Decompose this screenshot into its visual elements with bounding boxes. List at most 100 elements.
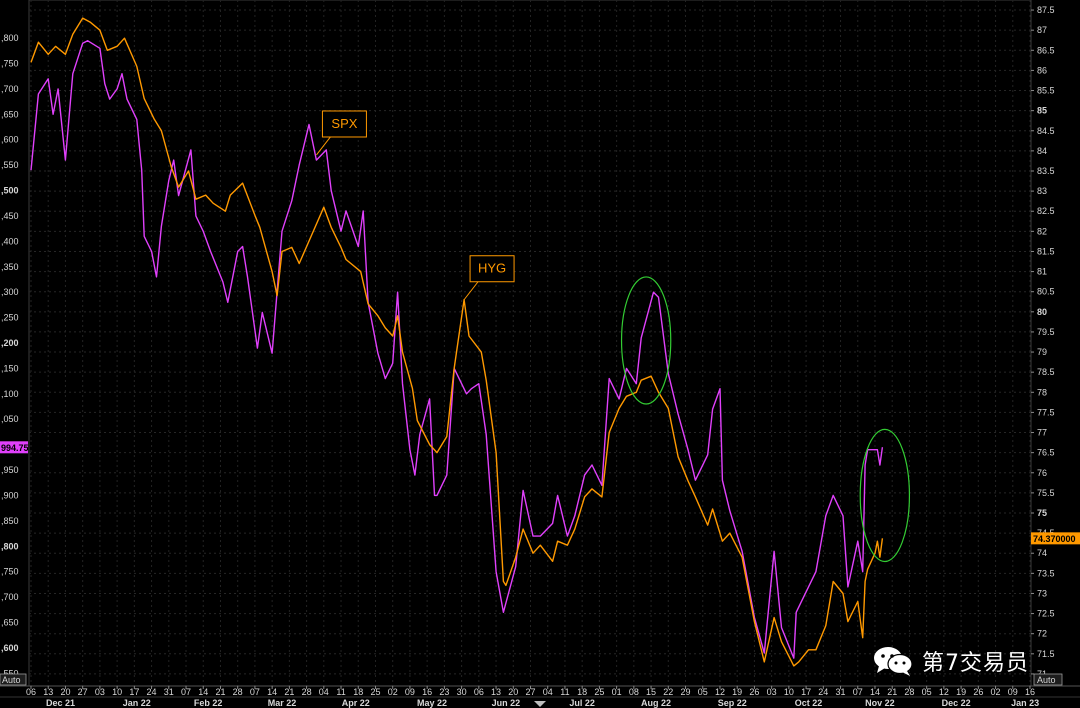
x-day-label: 31 (836, 687, 846, 697)
left-tick-label: ,600 (1, 643, 19, 653)
left-tick-label: ,150 (1, 363, 19, 373)
x-month-label: Nov 22 (865, 698, 895, 708)
x-day-label: 28 (302, 687, 312, 697)
left-tick-label: ,700 (1, 84, 19, 94)
right-tick-label: 77.5 (1037, 407, 1055, 417)
annotation-layer: SPX HYG (316, 110, 911, 563)
left-tick-label: ,250 (1, 313, 19, 323)
right-auto-box (1033, 673, 1063, 686)
x-day-label: 20 (60, 687, 70, 697)
right-tick-label: 76 (1037, 468, 1047, 478)
x-day-label: 19 (956, 687, 966, 697)
left-tick-label: ,800 (1, 541, 19, 551)
x-day-label: 27 (78, 687, 88, 697)
x-day-label: 20 (508, 687, 518, 697)
x-day-label: 16 (422, 687, 432, 697)
x-day-label: 01 (612, 687, 622, 697)
x-day-label: 21 (215, 687, 225, 697)
x-day-label: 12 (939, 687, 949, 697)
right-tick-label: 75.5 (1037, 488, 1055, 498)
callout-leader (316, 136, 331, 156)
right-tick-label: 76.5 (1037, 448, 1055, 458)
x-day-label: 09 (405, 687, 415, 697)
left-tick-label: ,550 (1, 160, 19, 170)
plot-frame (28, 0, 1032, 687)
x-day-label: 14 (198, 687, 208, 697)
x-month-label: Oct 22 (795, 698, 823, 708)
x-day-label: 03 (95, 687, 105, 697)
right-tick-label: 83.5 (1037, 166, 1055, 176)
right-tick-label: 82 (1037, 226, 1047, 236)
right-tick-label: 85.5 (1037, 86, 1055, 96)
x-day-label: 28 (233, 687, 243, 697)
x-day-label: 09 (1008, 687, 1018, 697)
right-tick-label: 73.5 (1037, 568, 1055, 578)
x-day-label: 26 (749, 687, 759, 697)
right-tick-label: 79.5 (1037, 327, 1055, 337)
left-tick-label: ,750 (1, 59, 19, 69)
callout-label: HYG (478, 261, 506, 276)
wechat-icon (874, 647, 913, 676)
right-tick-label: 85 (1037, 106, 1047, 116)
callout-box (321, 110, 367, 138)
x-day-label: 19 (732, 687, 742, 697)
left-tick-label: ,600 (1, 135, 19, 145)
left-tick-label: ,850 (1, 516, 19, 526)
x-day-label: 24 (818, 687, 828, 697)
left-tick-label: ,350 (1, 262, 19, 272)
x-day-label: 14 (870, 687, 880, 697)
left-tick-label: ,100 (1, 389, 19, 399)
watermark: 第7交易员 (872, 644, 1029, 678)
x-month-label: Aug 22 (641, 698, 671, 708)
x-month-label: Sep 22 (718, 698, 747, 708)
left-auto-box (0, 673, 27, 686)
x-day-label: 17 (801, 687, 811, 697)
left-tick-label: ,200 (1, 338, 19, 348)
x-month-label: Jun 22 (492, 698, 521, 708)
x-day-label: 12 (715, 687, 725, 697)
right-tick-label: 81 (1037, 267, 1047, 277)
highlight-ellipse (859, 428, 911, 563)
left-tick-label: ,500 (1, 186, 19, 196)
x-day-label: 07 (250, 687, 260, 697)
x-day-label: 10 (784, 687, 794, 697)
x-day-label: 25 (370, 687, 380, 697)
series-line-hyg (30, 17, 884, 667)
left-tick-label: ,300 (1, 287, 19, 297)
right-tick-label: 84.5 (1037, 126, 1055, 136)
left-tick-label: ,450 (1, 211, 19, 221)
grid-layer (28, 0, 1032, 687)
right-tick-label: 77 (1037, 428, 1047, 438)
right-tick-label: 78.5 (1037, 367, 1055, 377)
x-day-label: 10 (112, 687, 122, 697)
right-tick-label: 78 (1037, 387, 1047, 397)
right-tick-label: 79 (1037, 347, 1047, 357)
callout-label: SPX (331, 116, 357, 131)
x-day-label: 07 (181, 687, 191, 697)
x-day-label: 04 (319, 687, 329, 697)
x-day-label: 29 (681, 687, 691, 697)
x-day-label: 22 (663, 687, 673, 697)
right-tick-label: 86 (1037, 65, 1047, 75)
right-tick-label: 75 (1037, 508, 1047, 518)
right-value-badge-text: 74.370000 (1033, 534, 1076, 544)
x-day-label: 31 (164, 687, 174, 697)
x-day-label: 02 (388, 687, 398, 697)
x-day-label: 21 (284, 687, 294, 697)
callout-leader (463, 281, 479, 301)
left-value-badge (0, 441, 28, 454)
x-day-label: 05 (698, 687, 708, 697)
right-tick-label: 87.5 (1037, 5, 1055, 15)
right-tick-label: 82.5 (1037, 206, 1055, 216)
right-tick-label: 87 (1037, 25, 1047, 35)
x-month-label: Dec 21 (46, 698, 75, 708)
x-day-label: 06 (474, 687, 484, 697)
x-day-label: 13 (43, 687, 53, 697)
x-day-label: 02 (991, 687, 1001, 697)
left-tick-label: ,950 (1, 465, 19, 475)
right-tick-label: 73 (1037, 588, 1047, 598)
x-day-label: 07 (853, 687, 863, 697)
right-tick-label: 81.5 (1037, 246, 1055, 256)
right-tick-label: 86.5 (1037, 45, 1055, 55)
